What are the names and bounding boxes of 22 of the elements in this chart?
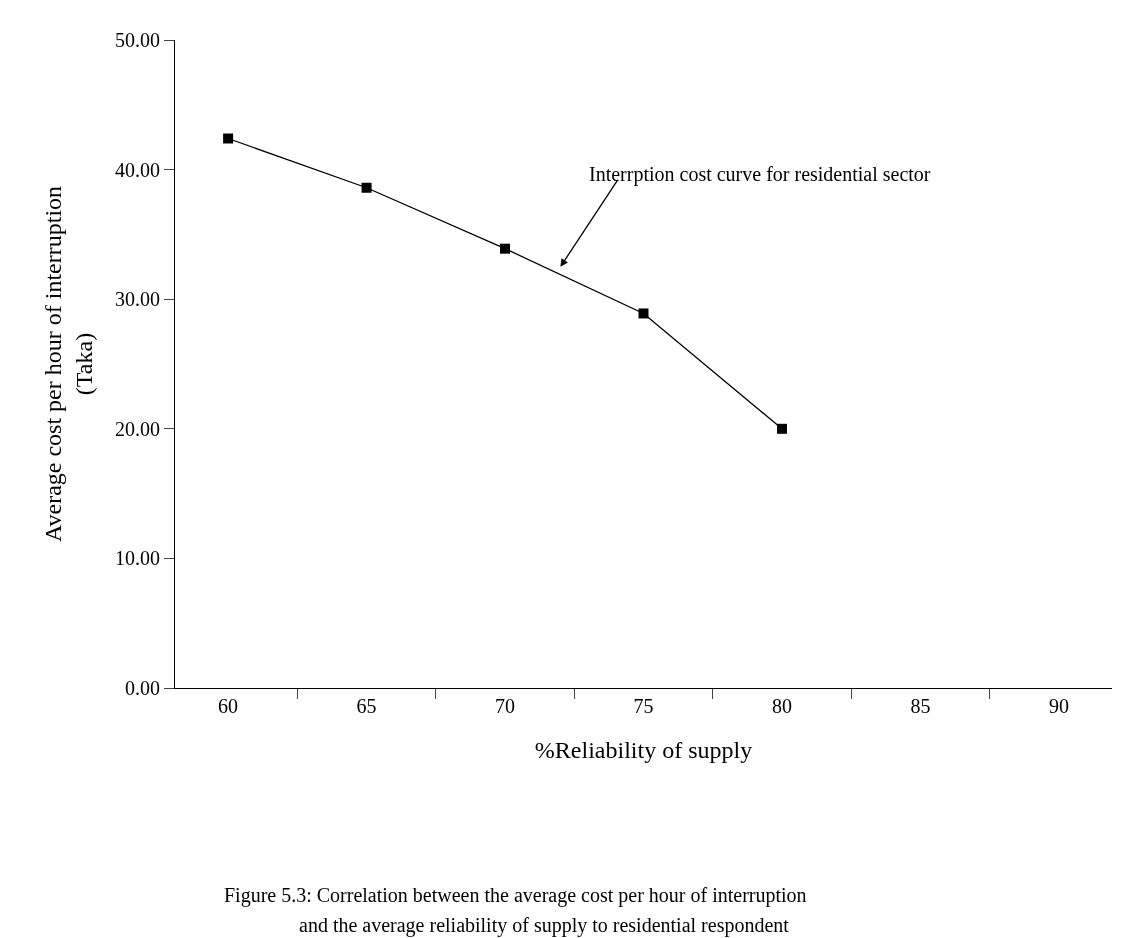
x-tick-label: 65	[356, 695, 377, 717]
x-tick-label: 85	[910, 695, 931, 717]
y-axis-title: Average cost per hour of interruption (Taka)	[39, 185, 98, 543]
x-tick-label: 70	[495, 695, 516, 717]
y-tick-label: 30.00	[115, 288, 160, 311]
y-tick-label: 20.00	[115, 417, 160, 440]
point	[638, 308, 649, 319]
caption: Figure 5.3: Correlation between the average cost per hour of interruption and the average reliability of supply to residential respondent	[224, 884, 807, 937]
x-tick-label: 75	[633, 695, 654, 717]
x-tick-label: 90	[1048, 695, 1069, 717]
y-tick-label: 0.00	[125, 677, 160, 699]
annotation: Interrption cost curve for residential sector	[589, 163, 931, 186]
y-tick-label: 40.00	[115, 158, 160, 181]
y-tick-label: 10.00	[115, 547, 160, 570]
x-tick-label: 80	[771, 695, 792, 717]
point	[776, 423, 787, 434]
point	[500, 243, 511, 254]
y-tick-label: 50.00	[115, 29, 160, 51]
x-tick-label: 60	[218, 695, 239, 717]
point	[223, 133, 234, 144]
x-axis-title: %Reliability of supply	[534, 737, 753, 764]
point	[361, 182, 372, 193]
